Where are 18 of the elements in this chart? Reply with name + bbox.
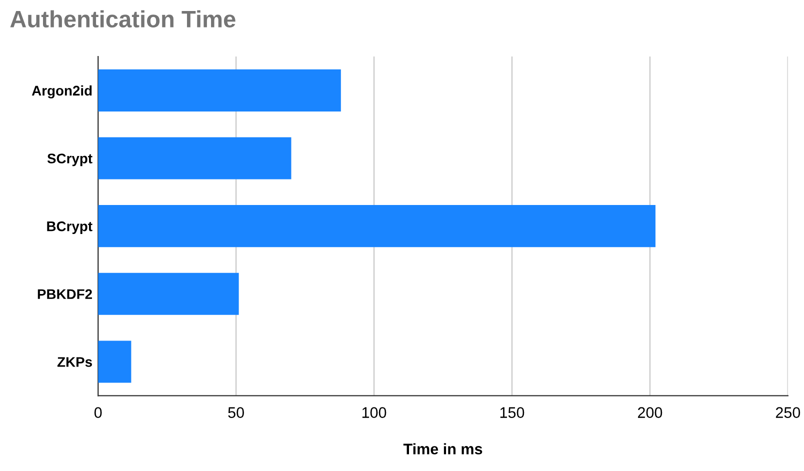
x-tick-label: 50 bbox=[228, 407, 244, 418]
bar bbox=[98, 69, 341, 112]
bar bbox=[98, 137, 292, 180]
chart-title: Authentication Time bbox=[10, 10, 236, 28]
x-axis-title: Time in ms bbox=[403, 443, 482, 454]
x-tick-label: 0 bbox=[94, 407, 102, 418]
y-tick-label: BCrypt bbox=[47, 221, 92, 234]
y-tick-label: SCrypt bbox=[47, 154, 92, 166]
y-tick-label: Argon2id bbox=[32, 85, 92, 98]
y-tick-label: PBKDF2 bbox=[38, 289, 92, 299]
x-tick-label: 250 bbox=[776, 407, 800, 418]
x-tick-label: 200 bbox=[638, 407, 662, 418]
x-tick-label: 100 bbox=[362, 407, 386, 418]
bar bbox=[98, 340, 132, 383]
bar bbox=[98, 205, 656, 248]
x-tick-label: 150 bbox=[500, 407, 524, 418]
y-tick-label: ZKPs bbox=[57, 357, 92, 367]
bar bbox=[98, 272, 239, 315]
